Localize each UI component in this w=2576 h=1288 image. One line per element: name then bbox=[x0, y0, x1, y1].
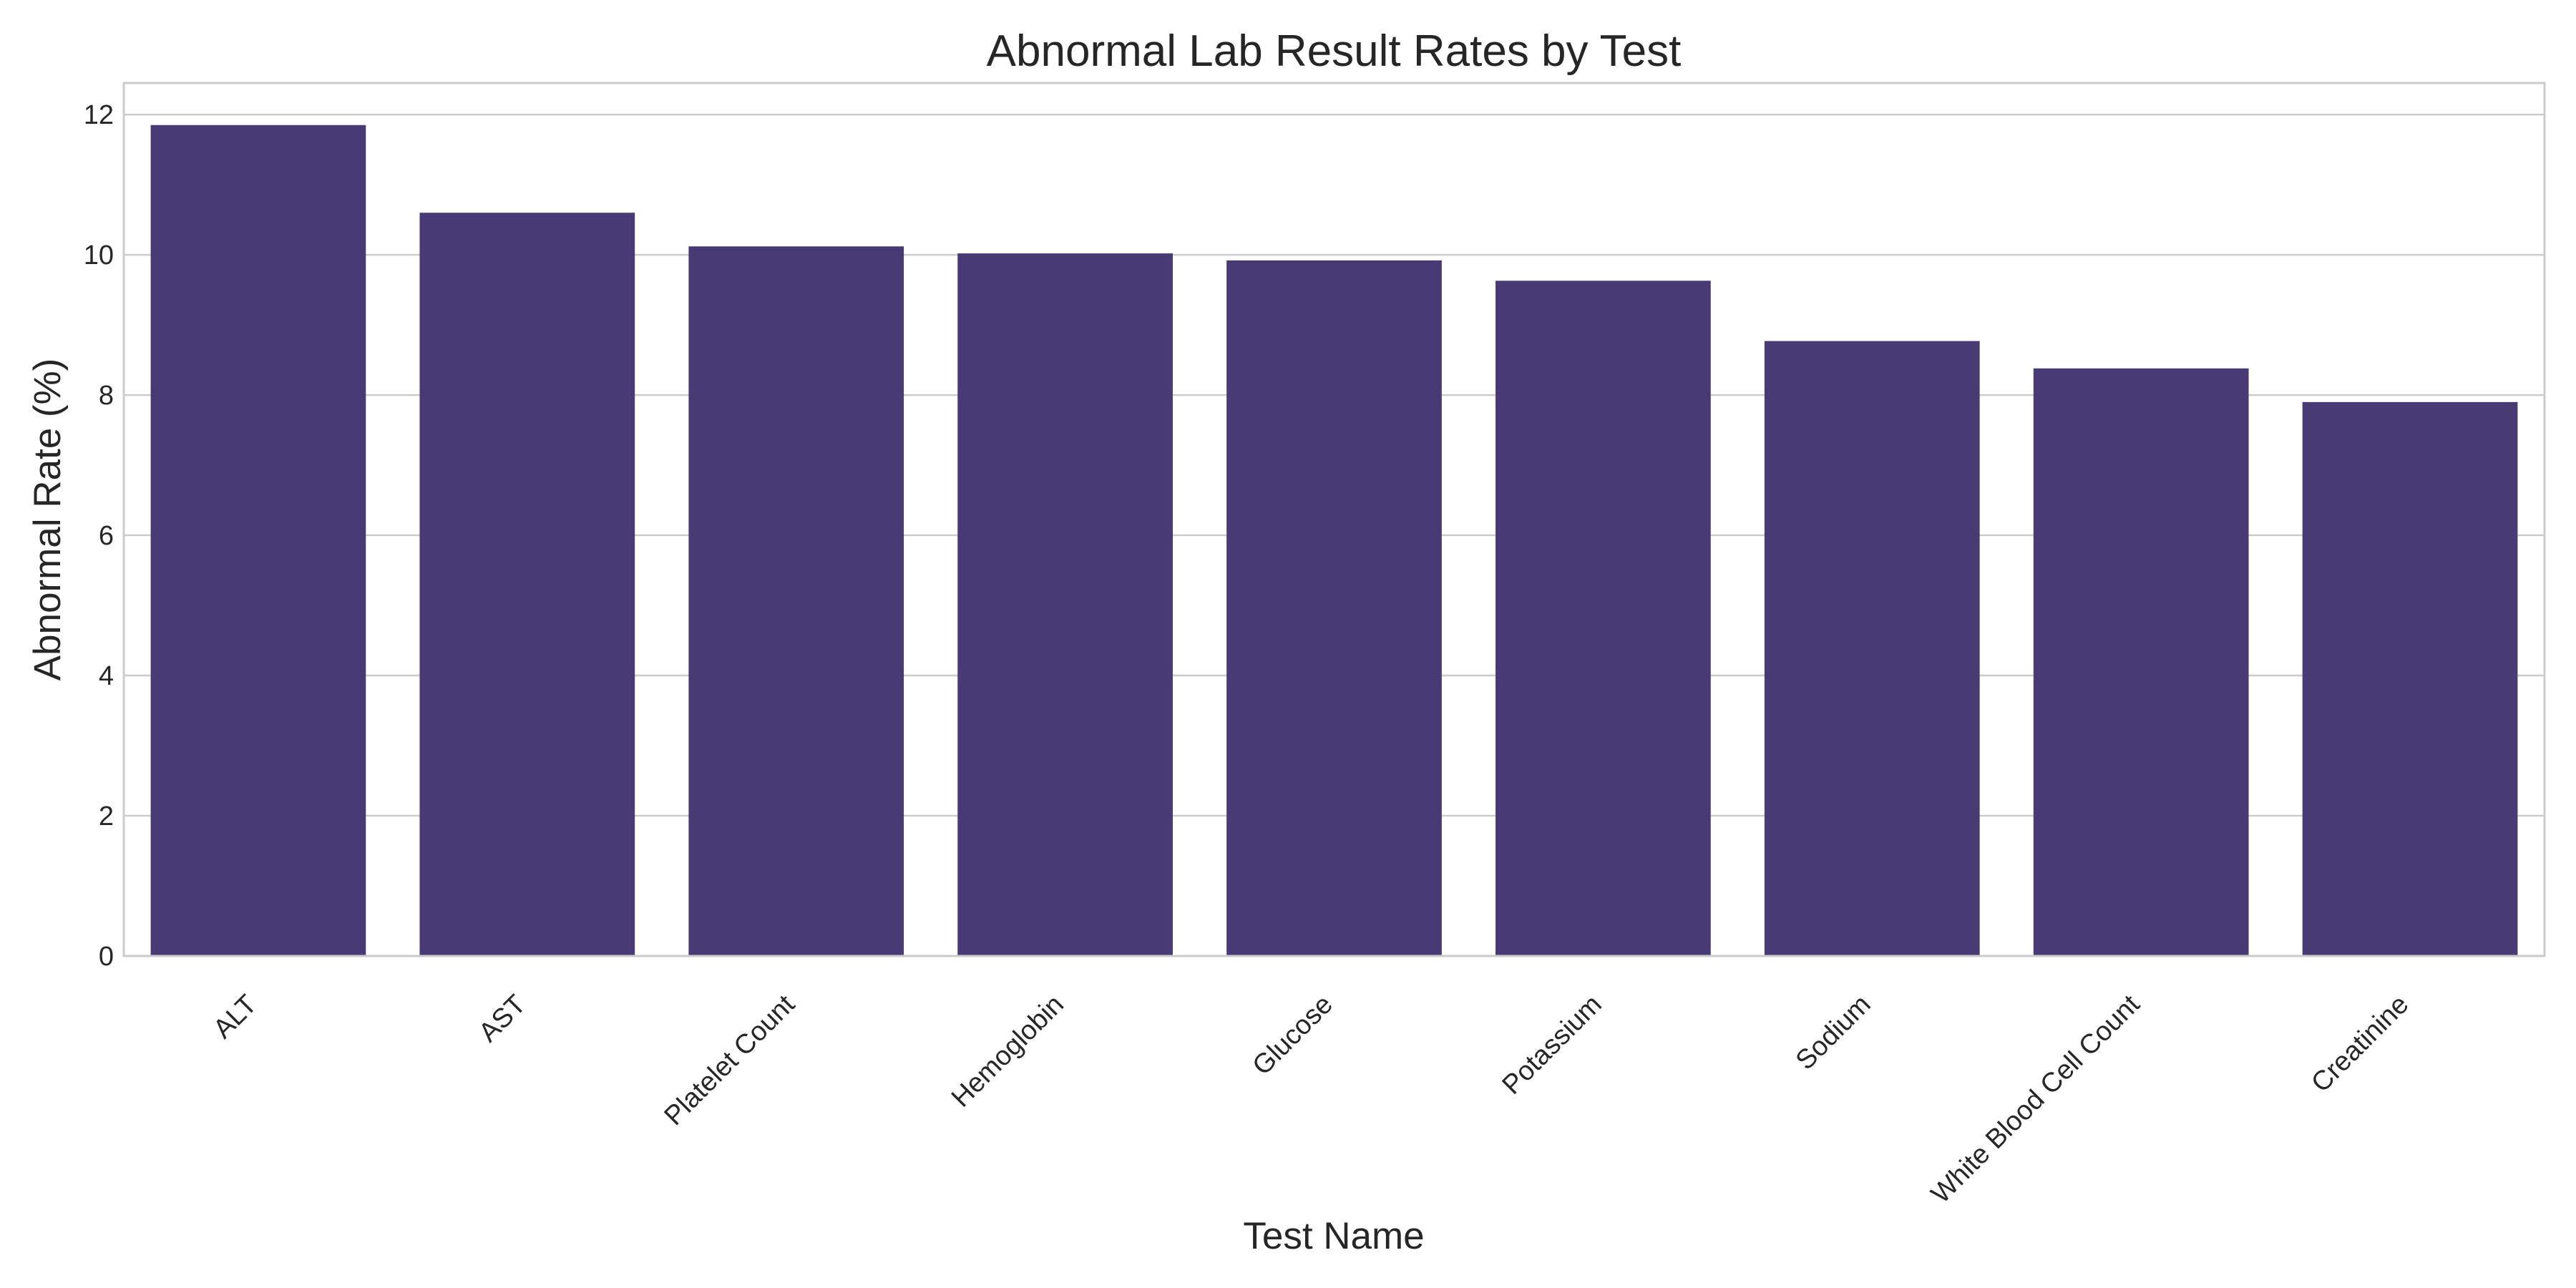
x-tick-label: Hemoglobin bbox=[946, 990, 1070, 1113]
y-tick-label: 10 bbox=[84, 240, 114, 270]
y-axis-ticks: 0 2 4 6 8 10 12 bbox=[84, 100, 114, 972]
y-tick-label: 8 bbox=[99, 381, 114, 411]
x-tick-label: Creatinine bbox=[2306, 990, 2414, 1098]
x-tick-label: Potassium bbox=[1497, 990, 1608, 1101]
x-tick-label: AST bbox=[473, 990, 532, 1048]
bar-platelet-count bbox=[688, 246, 904, 956]
bar-white-blood-cell-count bbox=[2033, 368, 2249, 956]
x-axis-ticks: ALT AST Platelet Count Hemoglobin Glucose Pot… bbox=[208, 989, 2414, 1209]
plot-frame bbox=[122, 82, 2546, 957]
y-tick-label: 12 bbox=[84, 100, 114, 130]
y-tick-label: 6 bbox=[99, 521, 114, 551]
bar-potassium bbox=[1496, 280, 1711, 956]
x-axis-label: Test Name bbox=[1243, 1215, 1424, 1257]
bar-creatinine bbox=[2302, 401, 2518, 956]
bar-glucose bbox=[1226, 260, 1442, 956]
bar-hemoglobin bbox=[957, 253, 1173, 956]
chart-title: Abnormal Lab Result Rates by Test bbox=[987, 26, 1682, 76]
bar-sodium bbox=[1764, 341, 1980, 956]
y-tick-label: 0 bbox=[99, 942, 114, 972]
x-tick-label: ALT bbox=[208, 990, 263, 1045]
y-tick-label: 4 bbox=[99, 661, 114, 691]
x-tick-label: Glucose bbox=[1247, 990, 1339, 1081]
bar-alt bbox=[150, 125, 366, 957]
x-tick-label: White Blood Cell Count bbox=[1926, 989, 2146, 1209]
bar-ast bbox=[419, 213, 635, 956]
x-tick-label: Sodium bbox=[1790, 990, 1877, 1076]
y-tick-label: 2 bbox=[99, 801, 114, 831]
bars bbox=[150, 125, 2518, 957]
x-tick-label: Platelet Count bbox=[659, 989, 801, 1131]
y-axis-label: Abnormal Rate (%) bbox=[26, 358, 69, 681]
